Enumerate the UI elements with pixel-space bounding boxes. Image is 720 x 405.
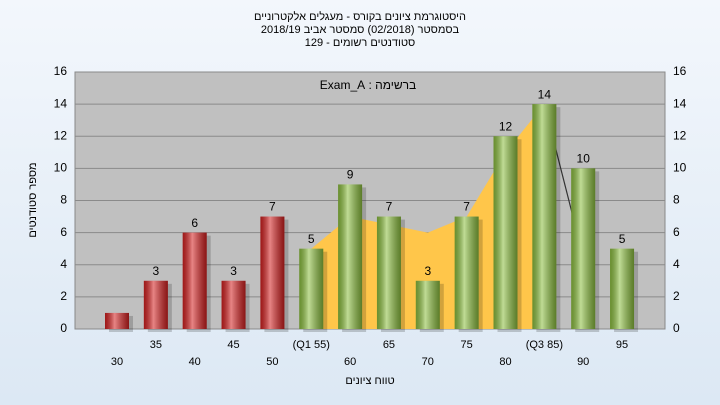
x-tick-label: 30 bbox=[111, 356, 123, 368]
x-tick-label: 40 bbox=[189, 356, 201, 368]
bar-shade bbox=[299, 248, 324, 329]
y-tick-label: 12 bbox=[673, 128, 687, 142]
x-tick-label: 75 bbox=[461, 339, 473, 351]
bar-shade bbox=[338, 184, 363, 329]
y-tick-label: 8 bbox=[673, 193, 680, 207]
x-tick-label: 80 bbox=[499, 356, 511, 368]
value-label: 5 bbox=[619, 232, 626, 246]
value-label: 7 bbox=[463, 200, 470, 214]
annotation: ברשימה : Exam_A bbox=[320, 78, 416, 92]
y-tick-label: 12 bbox=[54, 128, 68, 142]
value-label: 7 bbox=[386, 200, 393, 214]
bar-shade bbox=[376, 216, 401, 329]
y-tick-label: 14 bbox=[673, 96, 687, 110]
y-tick-label: 2 bbox=[673, 289, 680, 303]
bar-shade bbox=[143, 280, 168, 329]
y-tick-label: 0 bbox=[60, 321, 67, 335]
bar-shade bbox=[221, 280, 246, 329]
value-label: 3 bbox=[230, 264, 237, 278]
bar-shade bbox=[493, 136, 518, 329]
x-tick-label: (Q1 55) bbox=[293, 339, 330, 351]
y-tick-label: 16 bbox=[673, 64, 687, 78]
value-label: 14 bbox=[538, 87, 552, 101]
x-tick-label: 50 bbox=[266, 356, 278, 368]
y-tick-label: 4 bbox=[673, 257, 680, 271]
y-tick-label: 16 bbox=[54, 64, 68, 78]
bar-shade bbox=[610, 248, 635, 329]
y-axis-label: מספר סטודנטים bbox=[27, 162, 39, 237]
value-label: 3 bbox=[424, 264, 431, 278]
x-tick-label: (Q3 85) bbox=[526, 339, 563, 351]
x-axis-label: טווח ציונים bbox=[345, 375, 394, 387]
y-tick-label: 4 bbox=[60, 257, 67, 271]
area bbox=[311, 104, 545, 329]
bar-shade bbox=[260, 216, 285, 329]
value-label: 5 bbox=[308, 232, 315, 246]
y-tick-label: 10 bbox=[673, 161, 687, 175]
bar-shade bbox=[532, 104, 557, 329]
chart-subtitle: בסמסטר (02/2018) סמסטר אביב 2018/19 bbox=[261, 24, 460, 36]
y-tick-label: 2 bbox=[60, 289, 67, 303]
x-tick-label: 45 bbox=[227, 339, 239, 351]
value-label: 12 bbox=[499, 119, 513, 133]
x-tick-label: 90 bbox=[577, 356, 589, 368]
x-tick-label: 65 bbox=[383, 339, 395, 351]
bar-shade bbox=[415, 280, 440, 329]
y-tick-label: 6 bbox=[673, 225, 680, 239]
x-tick-label: 35 bbox=[150, 339, 162, 351]
y-tick-label: 14 bbox=[54, 96, 68, 110]
y-tick-label: 6 bbox=[60, 225, 67, 239]
value-label: 3 bbox=[153, 264, 160, 278]
y-tick-label: 10 bbox=[54, 161, 68, 175]
bar-shade bbox=[571, 168, 596, 329]
x-tick-label: 70 bbox=[422, 356, 434, 368]
value-label: 6 bbox=[191, 216, 198, 230]
x-tick-label: 60 bbox=[344, 356, 356, 368]
chart-title: היסטוגרמת ציונים בקורס - מעגלים אלקטרוני… bbox=[254, 10, 466, 23]
bar-shade bbox=[182, 232, 207, 329]
value-label: 7 bbox=[269, 200, 276, 214]
y-tick-label: 0 bbox=[673, 321, 680, 335]
x-tick-label: 95 bbox=[616, 339, 628, 351]
value-label: 9 bbox=[347, 168, 354, 182]
value-label: 10 bbox=[577, 152, 591, 166]
bar-shade bbox=[454, 216, 479, 329]
y-tick-label: 8 bbox=[60, 193, 67, 207]
bar-shade bbox=[105, 312, 129, 329]
chart-subtitle: סטודנטים רשומים - 129 bbox=[305, 37, 416, 49]
